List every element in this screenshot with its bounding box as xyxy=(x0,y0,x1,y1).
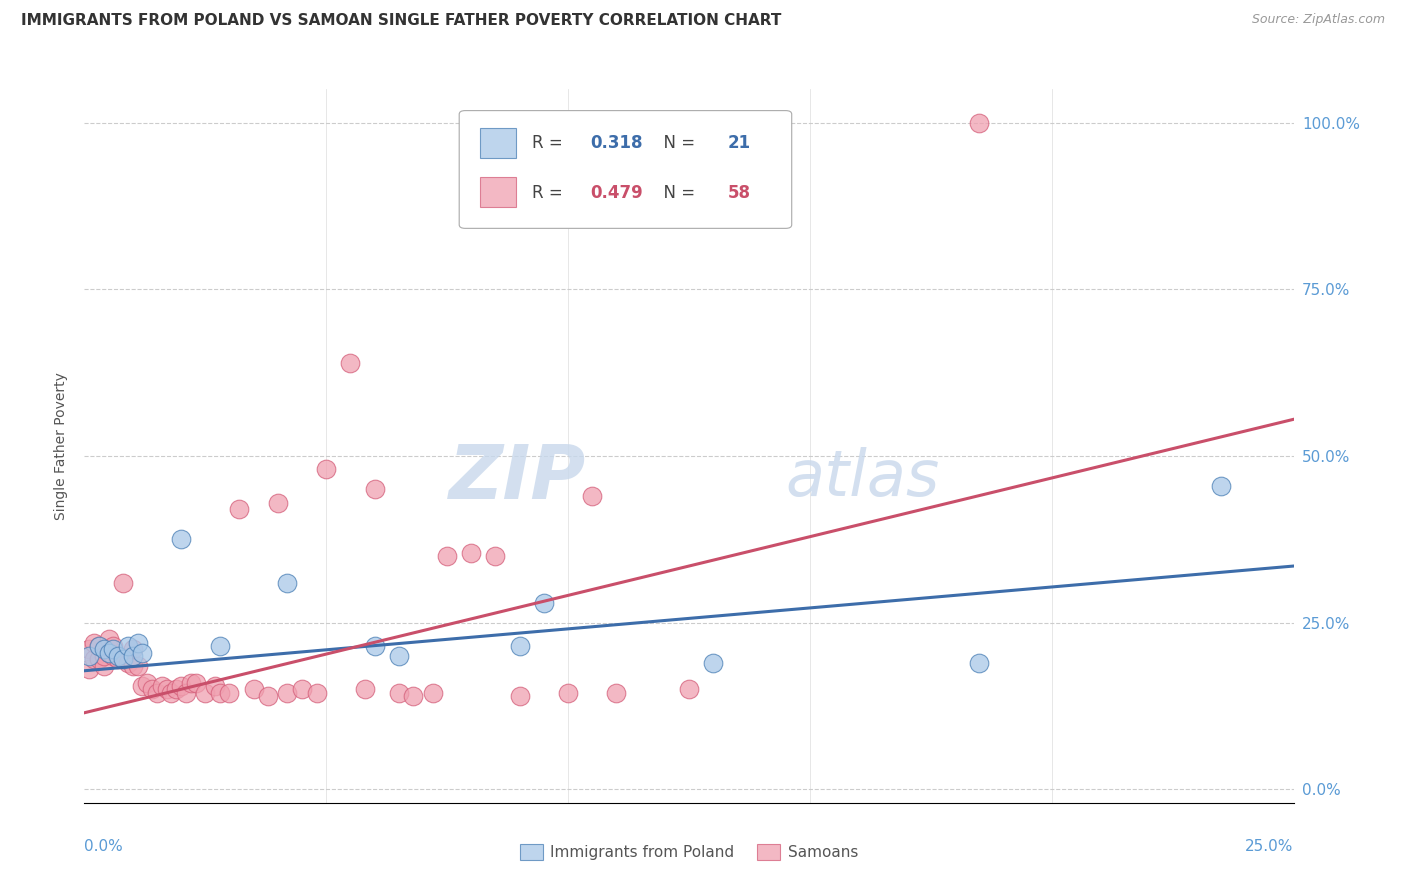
Point xyxy=(967,656,990,670)
Point xyxy=(107,649,129,664)
Point xyxy=(77,662,100,676)
Point xyxy=(509,639,531,653)
Point xyxy=(267,496,290,510)
Text: R =: R = xyxy=(531,184,568,202)
Point xyxy=(121,649,143,664)
Point xyxy=(146,686,169,700)
Point xyxy=(93,642,115,657)
Point xyxy=(170,679,193,693)
Point xyxy=(436,549,458,563)
Point xyxy=(354,682,377,697)
Point xyxy=(155,682,177,697)
Point xyxy=(77,642,100,657)
Point xyxy=(77,649,100,664)
Point xyxy=(112,652,135,666)
Point xyxy=(184,675,207,690)
Point xyxy=(305,686,328,700)
Text: 58: 58 xyxy=(728,184,751,202)
Point xyxy=(127,636,149,650)
Point xyxy=(160,686,183,700)
Point xyxy=(533,596,555,610)
Point xyxy=(218,686,240,700)
Text: 0.479: 0.479 xyxy=(589,184,643,202)
Text: N =: N = xyxy=(652,184,700,202)
Point xyxy=(402,689,425,703)
Point xyxy=(702,656,724,670)
Point xyxy=(339,356,361,370)
Point xyxy=(242,682,264,697)
Point xyxy=(83,636,105,650)
Point xyxy=(388,649,411,664)
Text: 25.0%: 25.0% xyxy=(1246,839,1294,855)
Point xyxy=(678,682,700,697)
Text: IMMIGRANTS FROM POLAND VS SAMOAN SINGLE FATHER POVERTY CORRELATION CHART: IMMIGRANTS FROM POLAND VS SAMOAN SINGLE … xyxy=(21,13,782,29)
Point xyxy=(97,632,120,647)
Text: N =: N = xyxy=(652,134,700,152)
Point xyxy=(422,686,444,700)
Text: 0.0%: 0.0% xyxy=(84,839,124,855)
Point xyxy=(509,689,531,703)
FancyBboxPatch shape xyxy=(460,111,792,228)
Point xyxy=(107,652,129,666)
Point xyxy=(117,656,139,670)
Point xyxy=(194,686,217,700)
Point xyxy=(460,546,482,560)
Point xyxy=(363,483,385,497)
Text: 0.318: 0.318 xyxy=(589,134,643,152)
Point xyxy=(1209,479,1232,493)
Point xyxy=(131,646,153,660)
Point xyxy=(93,649,115,664)
Point xyxy=(141,682,163,697)
Point xyxy=(117,639,139,653)
Point xyxy=(605,686,627,700)
Text: 21: 21 xyxy=(728,134,751,152)
Point xyxy=(276,686,298,700)
Point xyxy=(103,649,125,664)
Point xyxy=(97,646,120,660)
Point xyxy=(581,489,603,503)
Point xyxy=(180,675,202,690)
Point xyxy=(228,502,250,516)
Point xyxy=(103,642,125,657)
FancyBboxPatch shape xyxy=(479,128,516,159)
Text: ZIP: ZIP xyxy=(449,442,586,515)
Point xyxy=(315,462,337,476)
Point xyxy=(170,533,193,547)
Legend: Immigrants from Poland, Samoans: Immigrants from Poland, Samoans xyxy=(513,838,865,866)
Point xyxy=(87,639,110,653)
Point xyxy=(87,652,110,666)
Point xyxy=(276,575,298,590)
Point xyxy=(150,679,173,693)
Text: atlas: atlas xyxy=(786,447,941,509)
Point xyxy=(121,659,143,673)
Point xyxy=(208,639,231,653)
Point xyxy=(103,639,125,653)
Point xyxy=(83,652,105,666)
Point xyxy=(967,115,990,129)
Text: Source: ZipAtlas.com: Source: ZipAtlas.com xyxy=(1251,13,1385,27)
Point xyxy=(112,575,135,590)
Point xyxy=(93,659,115,673)
Y-axis label: Single Father Poverty: Single Father Poverty xyxy=(55,372,69,520)
Point xyxy=(97,646,120,660)
Text: R =: R = xyxy=(531,134,568,152)
Point xyxy=(127,659,149,673)
Point xyxy=(208,686,231,700)
Point xyxy=(557,686,579,700)
Point xyxy=(257,689,280,703)
Point xyxy=(131,679,153,693)
Point xyxy=(363,639,385,653)
Point xyxy=(204,679,226,693)
Point xyxy=(87,639,110,653)
Point xyxy=(174,686,197,700)
Point xyxy=(136,675,159,690)
Point xyxy=(291,682,314,697)
Point xyxy=(112,652,135,666)
Point xyxy=(165,682,187,697)
Point xyxy=(121,642,143,657)
Point xyxy=(484,549,506,563)
Point xyxy=(388,686,411,700)
FancyBboxPatch shape xyxy=(479,177,516,207)
